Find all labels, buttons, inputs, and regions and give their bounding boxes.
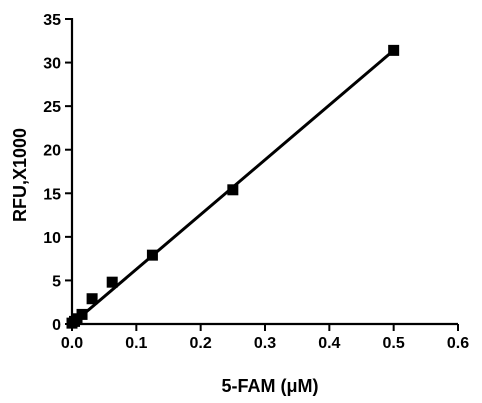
y-tick-label: 5 — [52, 273, 61, 290]
y-tick-label: 15 — [43, 186, 61, 203]
x-tick-label: 0.2 — [190, 335, 212, 352]
data-point — [106, 276, 118, 288]
y-tick-label: 10 — [43, 230, 61, 247]
x-tick-label: 0.4 — [318, 335, 340, 352]
y-axis-ticks: 0 5 10 15 20 25 30 35 — [43, 12, 72, 334]
x-axis-ticks: 0.0 0.1 0.2 0.3 0.4 0.5 0.6 — [61, 324, 469, 352]
x-tick-label: 0.6 — [447, 335, 469, 352]
x-tick-label: 0.1 — [125, 335, 147, 352]
y-tick-label: 30 — [43, 56, 61, 73]
y-tick-label: 0 — [52, 317, 61, 334]
x-tick-label: 0.0 — [61, 335, 83, 352]
data-point — [76, 308, 88, 320]
x-tick-label: 0.3 — [254, 335, 276, 352]
data-points — [66, 44, 400, 329]
data-point — [86, 293, 98, 305]
y-tick-label: 35 — [43, 12, 61, 29]
y-tick-label: 25 — [43, 99, 61, 116]
y-tick-label: 20 — [43, 143, 61, 160]
y-axis-title: RFU,X1000 — [10, 128, 30, 222]
x-tick-label: 0.5 — [383, 335, 405, 352]
x-axis-title: 5-FAM (μM) — [222, 376, 319, 396]
data-point — [388, 44, 400, 56]
data-point — [146, 249, 158, 261]
data-point — [227, 184, 239, 196]
